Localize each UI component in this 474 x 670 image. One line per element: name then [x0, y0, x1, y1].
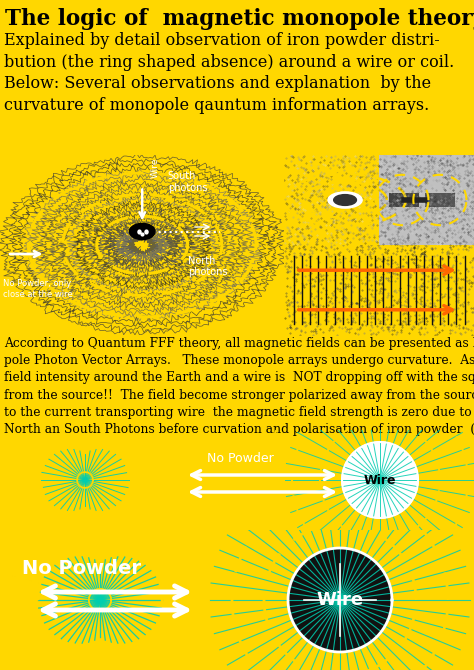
- Text: Explained by detail observation of iron powder distri-
bution (the ring shaped a: Explained by detail observation of iron …: [4, 32, 454, 114]
- Circle shape: [328, 192, 362, 208]
- Bar: [389, 193, 419, 207]
- Text: No Powder, only
close at the wire: No Powder, only close at the wire: [3, 279, 73, 299]
- Bar: [425, 193, 455, 207]
- Text: No Powder: No Powder: [22, 559, 141, 578]
- Polygon shape: [288, 548, 392, 652]
- Circle shape: [334, 194, 356, 206]
- Bar: [379, 155, 474, 245]
- Text: The logic of  magnetic monopole theory.: The logic of magnetic monopole theory.: [5, 8, 474, 30]
- Text: Wire: Wire: [317, 591, 364, 609]
- Text: Wire: Wire: [151, 157, 160, 178]
- Text: No Powder: No Powder: [207, 452, 273, 464]
- Polygon shape: [342, 442, 418, 518]
- Text: Wire: Wire: [364, 474, 396, 486]
- Text: South
photons: South photons: [168, 172, 207, 193]
- Text: North
photons: North photons: [188, 256, 227, 277]
- Bar: [0, 335, 474, 430]
- Circle shape: [129, 223, 155, 240]
- Text: According to Quantum FFF theory, all magnetic fields can be presented as DUAL Ma: According to Quantum FFF theory, all mag…: [4, 337, 474, 436]
